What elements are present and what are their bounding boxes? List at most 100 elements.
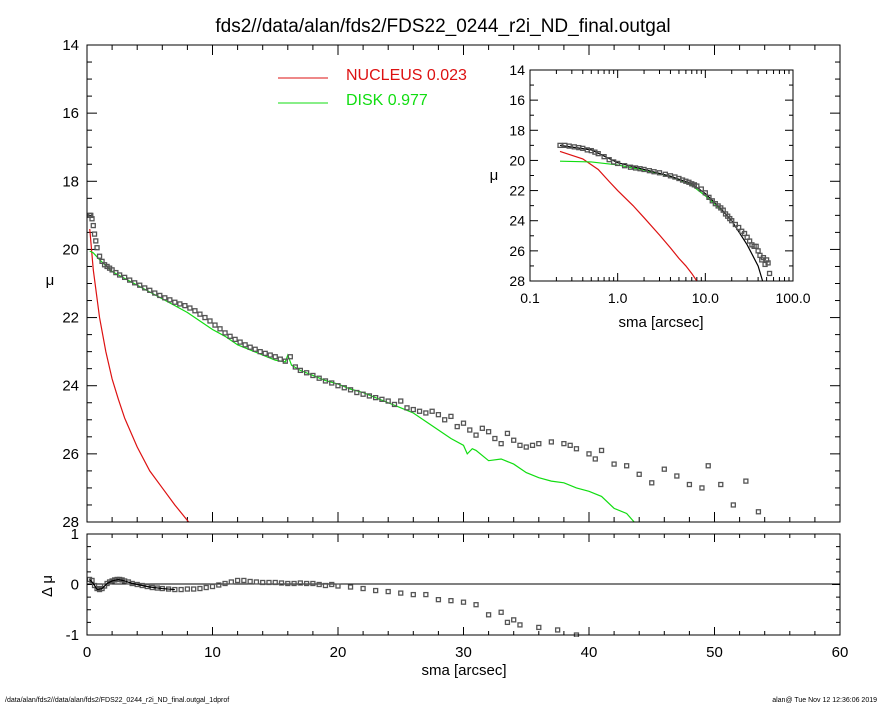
residual-point bbox=[372, 587, 379, 594]
main-y-tick-label: 24 bbox=[62, 378, 79, 395]
inset-point bbox=[641, 166, 647, 173]
inset-y-label: μ bbox=[490, 167, 499, 184]
main-point bbox=[705, 463, 711, 469]
main-point bbox=[517, 442, 523, 448]
inset-y-tick-label: 20 bbox=[509, 152, 525, 168]
inset-point bbox=[656, 170, 663, 176]
main-point bbox=[372, 394, 379, 401]
inset-background bbox=[530, 70, 793, 281]
residual-point bbox=[228, 579, 234, 585]
residual-point bbox=[517, 622, 523, 628]
main-point bbox=[442, 417, 448, 423]
main-point bbox=[297, 367, 304, 374]
residual-point bbox=[178, 586, 184, 593]
inset-point bbox=[709, 198, 715, 204]
main-point bbox=[485, 429, 492, 435]
main-point bbox=[624, 463, 630, 469]
residual-point bbox=[253, 579, 260, 585]
main-point bbox=[379, 396, 385, 402]
main-point bbox=[504, 430, 511, 437]
inset-line-0 bbox=[559, 150, 698, 281]
main-point bbox=[404, 405, 410, 411]
main-point bbox=[217, 326, 223, 332]
main-point bbox=[212, 322, 218, 328]
main-point bbox=[473, 432, 479, 438]
inset-panel: 14 16 18 20 22 24 26 280.1 1.0 10.0 100.0 sma [arc… bbox=[490, 62, 811, 331]
main-point bbox=[303, 370, 310, 376]
main-y-tick-label: 26 bbox=[62, 446, 79, 463]
main-point bbox=[479, 425, 485, 431]
main-point bbox=[207, 318, 213, 324]
inset-y-tick-label: 28 bbox=[509, 273, 525, 289]
main-point bbox=[222, 330, 228, 336]
residual-point bbox=[410, 591, 416, 598]
main-point bbox=[460, 420, 467, 426]
inset-x-tick-label: 10.0 bbox=[692, 290, 719, 306]
residual-point bbox=[297, 580, 304, 586]
main-series bbox=[87, 212, 762, 522]
inset-point bbox=[766, 270, 773, 277]
residual-point bbox=[473, 602, 479, 608]
main-panel: 14 16 18 20 22 24 26 28 μ bbox=[46, 37, 841, 531]
main-point bbox=[354, 389, 360, 396]
main-point bbox=[177, 301, 183, 307]
residual-point bbox=[222, 580, 228, 587]
main-point bbox=[172, 299, 178, 305]
residual-point bbox=[234, 577, 241, 584]
main-point bbox=[511, 437, 517, 443]
main-point bbox=[347, 387, 354, 393]
legend-disk-label: DISK 0.977 bbox=[346, 92, 428, 109]
residual-point bbox=[385, 588, 391, 595]
main-y-tick-label: 18 bbox=[62, 173, 79, 190]
main-point bbox=[287, 354, 293, 360]
residual-point bbox=[398, 590, 404, 596]
residual-point bbox=[266, 579, 272, 586]
main-point bbox=[498, 440, 504, 447]
residual-series bbox=[87, 576, 580, 637]
residual-y-label: Δ μ bbox=[39, 575, 56, 597]
main-point bbox=[548, 439, 554, 445]
residual-y-tick-label: -1 bbox=[66, 627, 79, 644]
residual-point bbox=[184, 586, 191, 592]
main-point bbox=[429, 408, 435, 414]
residual-point bbox=[203, 584, 209, 591]
main-point bbox=[410, 406, 416, 413]
main-point bbox=[192, 308, 198, 314]
inset-point bbox=[765, 260, 771, 266]
residual-frame bbox=[86, 533, 841, 636]
residual-point bbox=[554, 627, 561, 633]
residual-point bbox=[272, 579, 278, 586]
main-point bbox=[573, 446, 580, 452]
inset-point bbox=[651, 169, 657, 175]
inset-point bbox=[601, 154, 607, 160]
main-x-tick-label: 30 bbox=[455, 644, 472, 661]
main-point bbox=[561, 440, 567, 447]
residual-point bbox=[498, 609, 504, 615]
main-y-tick-label: 14 bbox=[62, 37, 79, 54]
inset-point bbox=[683, 178, 689, 184]
main-point bbox=[322, 378, 329, 384]
main-point bbox=[529, 442, 536, 448]
main-point bbox=[454, 423, 460, 430]
main-point bbox=[586, 451, 592, 457]
main-point bbox=[137, 282, 143, 288]
main-point bbox=[366, 393, 373, 399]
inset-series bbox=[557, 142, 773, 281]
main-point bbox=[89, 216, 95, 222]
main-point bbox=[492, 435, 498, 442]
main-point bbox=[272, 354, 278, 360]
main-y-tick-label: 20 bbox=[62, 241, 79, 258]
inset-x-tick-label: 0.1 bbox=[520, 290, 540, 306]
main-x-tick-label: 60 bbox=[832, 644, 849, 661]
residual-point bbox=[423, 591, 429, 598]
main-point bbox=[730, 502, 736, 508]
inset-point bbox=[702, 190, 708, 196]
main-y-tick-label: 28 bbox=[62, 514, 79, 531]
inset-y-tick-label: 24 bbox=[509, 213, 525, 229]
inset-point bbox=[566, 143, 572, 149]
main-tick-labels: 14 16 18 20 22 24 26 28 bbox=[62, 37, 79, 531]
residual-tick-labels: 10-10 10 20 30 40 50 60 bbox=[66, 526, 849, 661]
main-point bbox=[391, 401, 398, 408]
footer-timestamp: alan@ Tue Nov 12 12:36:06 2019 bbox=[772, 697, 877, 704]
inset-point bbox=[595, 150, 601, 157]
